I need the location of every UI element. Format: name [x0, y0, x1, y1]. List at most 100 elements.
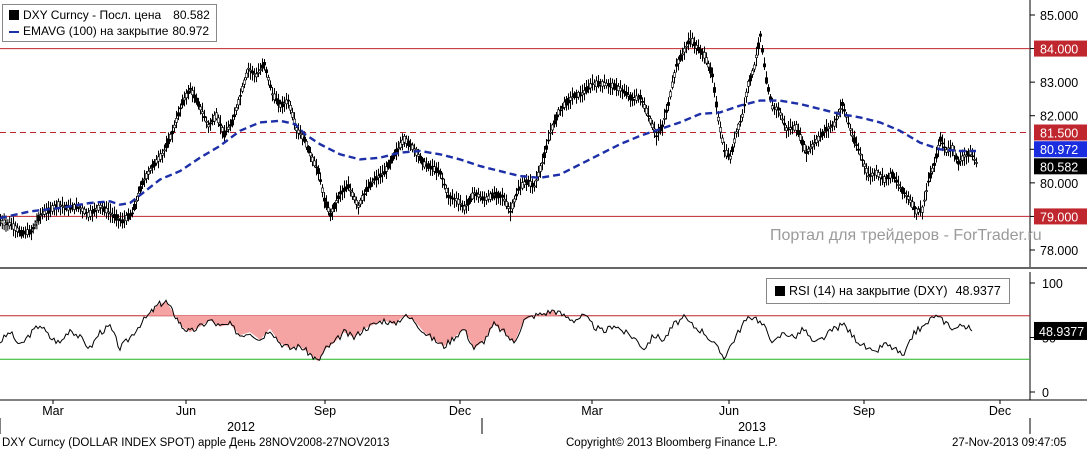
candle-body — [860, 159, 864, 161]
ema-legend-label: EMAVG (100) на закрытие — [23, 24, 169, 38]
candle-body — [350, 191, 354, 197]
candle-body — [416, 154, 420, 157]
candle-body — [670, 81, 674, 88]
candle-body — [752, 64, 756, 70]
candle-body — [514, 193, 518, 197]
candle-body — [342, 187, 346, 192]
month-label: Sep — [853, 404, 875, 418]
candle-body — [500, 194, 504, 198]
candle-body — [364, 187, 368, 192]
candle-body — [682, 48, 686, 53]
candle-body — [131, 212, 135, 215]
candle-body — [698, 49, 702, 54]
candle-body — [266, 77, 270, 81]
candle-body — [410, 144, 414, 150]
candle-body — [135, 200, 139, 202]
candle-body — [284, 99, 288, 105]
footer-left: DXY Curncy (DOLLAR INDEX SPOT) apple Ден… — [2, 437, 390, 449]
candle-body — [237, 99, 241, 106]
candle-body — [143, 178, 147, 181]
candle-body — [203, 116, 207, 119]
candle-body — [169, 134, 173, 140]
rsi-last-value-tag — [1034, 321, 1087, 340]
candle-body — [382, 171, 386, 175]
candle-body — [29, 230, 33, 233]
candle-body — [850, 134, 854, 137]
candle-body — [648, 118, 652, 124]
candle-body — [706, 63, 710, 68]
candle-body — [294, 127, 298, 131]
month-label: Jun — [719, 404, 739, 418]
candle-body — [145, 173, 149, 179]
candle-body — [854, 144, 858, 146]
candle-body — [185, 93, 189, 99]
price-candles — [0, 30, 978, 241]
candle-body — [241, 86, 245, 92]
candle-body — [974, 162, 978, 164]
candle-body — [328, 212, 332, 217]
candle-body — [384, 166, 388, 172]
candle-body — [352, 196, 356, 201]
candle-body — [708, 67, 712, 74]
candle-body — [530, 182, 534, 188]
candle-body — [862, 163, 866, 167]
ema-series-swatch — [9, 29, 19, 33]
candle-body — [848, 128, 852, 131]
candle-body — [826, 126, 830, 129]
candle-body — [694, 45, 698, 49]
candle-body — [227, 126, 231, 130]
candle-body — [922, 199, 926, 202]
candle-body — [642, 104, 646, 109]
candle-body — [318, 179, 322, 182]
price-panel: 85.00084.00083.00082.00081.00080.00079.0… — [0, 0, 1087, 269]
candle-body — [177, 112, 181, 117]
candle-body — [300, 134, 304, 140]
candle-body — [77, 206, 81, 208]
candle-body — [644, 107, 648, 115]
candle-body — [225, 130, 229, 133]
candle-body — [193, 94, 197, 99]
candle-body — [370, 181, 374, 184]
candle-body — [552, 120, 556, 125]
candle-body — [534, 179, 538, 182]
candle-body — [330, 208, 334, 213]
candle-body — [247, 67, 251, 70]
candle-body — [646, 115, 650, 117]
candle-body — [548, 131, 552, 134]
candle-body — [584, 87, 588, 93]
candle-body — [716, 116, 720, 122]
candle-body — [302, 136, 306, 142]
candle-body — [464, 204, 468, 207]
candle-body — [508, 211, 512, 213]
price-legend-value: 80.582 — [173, 8, 210, 22]
candle-body — [195, 97, 199, 103]
candle-body — [878, 174, 882, 179]
footer-right: 27-Nov-2013 09:47:05 — [952, 437, 1067, 449]
candle-body — [173, 124, 177, 129]
candle-body — [760, 48, 764, 53]
candle-body — [502, 198, 506, 202]
candle-body — [442, 183, 446, 186]
candle-body — [386, 162, 390, 169]
candle-body — [504, 201, 508, 207]
candle-body — [56, 201, 60, 208]
candle-body — [892, 176, 896, 179]
month-label: Jun — [176, 404, 196, 418]
time-axis: Mar Jun Sep Dec Mar Jun Sep Dec 2012 2013 — [0, 400, 1031, 434]
candle-body — [820, 131, 824, 136]
candle-body — [107, 211, 111, 214]
candle-body — [674, 64, 678, 67]
candle-body — [620, 89, 624, 92]
candle-body — [422, 161, 426, 168]
candle-body — [736, 123, 740, 130]
reference-tag — [1034, 124, 1087, 141]
candle-body — [470, 192, 474, 200]
rsi-legend-row: RSI (14) на закрытие (DXY) 48.9377 — [775, 283, 1001, 299]
rsi-legend-label: RSI (14) на закрытие (DXY) — [789, 284, 948, 298]
candle-body — [362, 193, 366, 196]
candle-body — [972, 159, 976, 161]
candle-body — [183, 97, 187, 101]
candle-body — [388, 159, 392, 164]
candle-body — [730, 146, 734, 153]
candle-body — [83, 208, 87, 214]
